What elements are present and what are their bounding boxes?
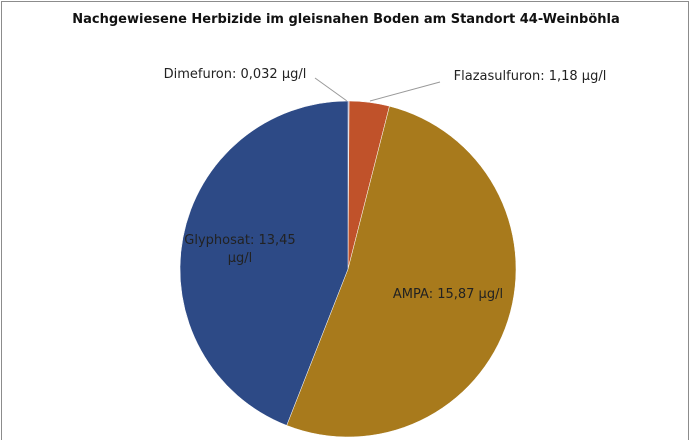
data-label: Glyphosat: 13,45 µg/l — [184, 233, 296, 266]
leader-line — [369, 81, 441, 102]
leader-line — [314, 77, 348, 102]
data-label: AMPA: 15,87 µg/l — [392, 287, 504, 302]
chart-title: Nachgewiesene Herbizide im gleisnahen Bo… — [72, 12, 620, 27]
pie-slice — [179, 100, 349, 426]
data-label: Dimefuron: 0,032 µg/l — [163, 67, 307, 82]
data-label: Flazasulfuron: 1,18 µg/l — [453, 69, 607, 84]
pie-slice — [286, 105, 517, 438]
